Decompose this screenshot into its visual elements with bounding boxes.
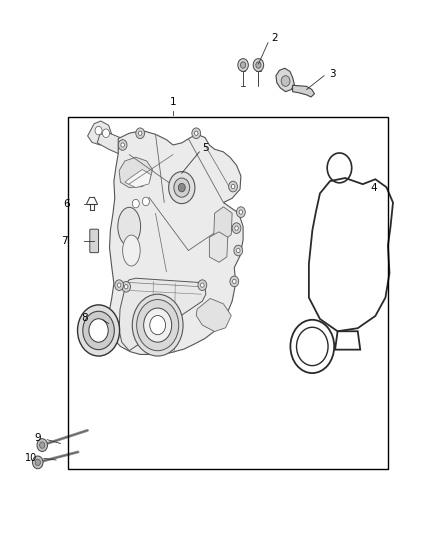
Text: 5: 5 xyxy=(202,143,209,153)
Circle shape xyxy=(192,128,201,139)
Ellipse shape xyxy=(123,235,140,266)
Text: 3: 3 xyxy=(329,69,336,78)
Circle shape xyxy=(89,319,108,342)
Circle shape xyxy=(136,128,145,139)
Circle shape xyxy=(256,62,261,68)
Polygon shape xyxy=(119,157,152,188)
Bar xyxy=(68,117,388,469)
Circle shape xyxy=(118,140,127,150)
Circle shape xyxy=(174,178,190,197)
Circle shape xyxy=(115,280,124,290)
Circle shape xyxy=(83,311,114,350)
Circle shape xyxy=(239,210,243,214)
Circle shape xyxy=(232,223,241,233)
Circle shape xyxy=(124,285,128,289)
Circle shape xyxy=(194,131,198,135)
Circle shape xyxy=(238,59,248,71)
Polygon shape xyxy=(293,85,314,97)
Polygon shape xyxy=(125,169,151,188)
Circle shape xyxy=(95,126,102,135)
Circle shape xyxy=(137,300,179,351)
Circle shape xyxy=(178,183,185,192)
Text: 9: 9 xyxy=(34,433,41,443)
Circle shape xyxy=(117,283,121,287)
Circle shape xyxy=(39,442,45,448)
Polygon shape xyxy=(88,121,112,145)
Circle shape xyxy=(122,281,131,292)
Circle shape xyxy=(253,59,264,71)
Circle shape xyxy=(234,245,243,256)
Text: 10: 10 xyxy=(25,454,38,463)
Text: 8: 8 xyxy=(81,313,88,323)
Circle shape xyxy=(37,439,47,451)
Circle shape xyxy=(281,76,290,86)
Circle shape xyxy=(233,279,236,284)
Polygon shape xyxy=(276,68,294,92)
Circle shape xyxy=(229,181,237,192)
Circle shape xyxy=(78,305,120,356)
FancyBboxPatch shape xyxy=(90,229,99,253)
Circle shape xyxy=(237,207,245,217)
Polygon shape xyxy=(97,133,131,157)
Text: 6: 6 xyxy=(63,199,70,208)
Text: 2: 2 xyxy=(272,34,278,43)
Text: 7: 7 xyxy=(61,236,68,246)
Circle shape xyxy=(142,197,149,206)
Circle shape xyxy=(121,143,124,147)
Circle shape xyxy=(230,276,239,287)
Text: 4: 4 xyxy=(370,183,377,192)
Polygon shape xyxy=(109,131,243,354)
Circle shape xyxy=(132,294,183,356)
Polygon shape xyxy=(209,232,228,262)
Ellipse shape xyxy=(118,207,141,246)
Circle shape xyxy=(240,62,246,68)
Circle shape xyxy=(144,308,172,342)
Circle shape xyxy=(132,199,139,208)
Circle shape xyxy=(138,131,142,135)
Polygon shape xyxy=(119,278,206,351)
Text: 1: 1 xyxy=(170,96,177,107)
Circle shape xyxy=(231,184,235,189)
Circle shape xyxy=(169,172,195,204)
Circle shape xyxy=(235,226,238,230)
Circle shape xyxy=(198,280,207,290)
Circle shape xyxy=(102,129,110,138)
Polygon shape xyxy=(214,207,232,241)
Circle shape xyxy=(35,459,40,465)
Circle shape xyxy=(32,456,43,469)
Polygon shape xyxy=(196,298,231,332)
Circle shape xyxy=(237,248,240,253)
Circle shape xyxy=(201,283,204,287)
Circle shape xyxy=(150,316,166,335)
